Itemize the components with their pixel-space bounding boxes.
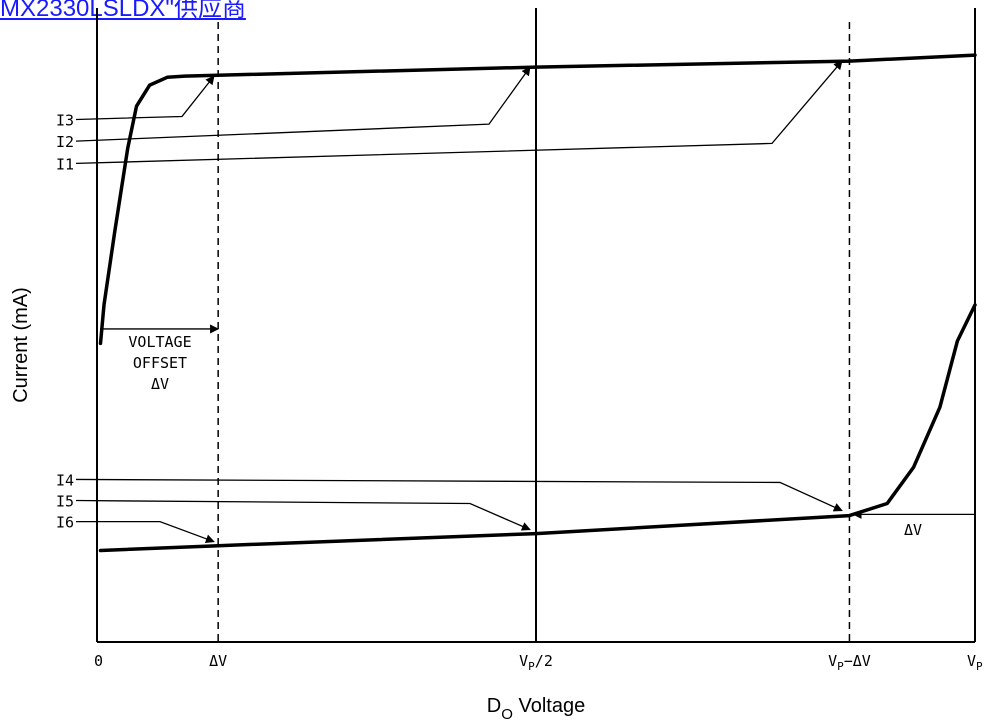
x-tick-label-1: ΔV <box>209 652 227 670</box>
annotation-label-2: I1 <box>56 155 74 173</box>
x-tick-label-4: VP <box>967 652 983 673</box>
leader-i6 <box>76 520 215 544</box>
annotation-label-1: I2 <box>56 133 74 151</box>
voltage-offset-label-1: OFFSET <box>133 354 187 372</box>
annotation-label-5: I6 <box>56 514 74 532</box>
x-tick-labels: 0 ΔV VP/2 VP−ΔV VP <box>94 652 983 673</box>
series-curve-1 <box>98 303 977 553</box>
reference-lines <box>217 8 976 642</box>
leader-i1 <box>75 60 843 165</box>
x-tick-label-0: 0 <box>94 652 103 670</box>
annotations: I3 I2 I1 I4 I5 I6 VOLTAGE OFFSET ΔV ΔV <box>56 60 975 544</box>
leader-i2 <box>75 66 531 142</box>
annotation-label-4: I5 <box>56 493 74 511</box>
voltage-offset-label-2: ΔV <box>151 375 169 393</box>
header-link[interactable]: MX2330LSLDX"供应商 <box>0 0 246 22</box>
leader-i4 <box>75 478 843 512</box>
curves <box>98 53 977 553</box>
y-axis-label: Current (mA) <box>10 287 32 403</box>
leader-i5 <box>75 499 531 531</box>
x-axis-label: DO Voltage <box>487 695 585 723</box>
x-tick-label-3: VP−ΔV <box>828 652 871 673</box>
series-curve-0 <box>98 53 977 346</box>
x-tick-label-2: VP/2 <box>519 652 553 673</box>
annotation-label-0: I3 <box>56 111 74 129</box>
annotation-label-3: I4 <box>56 471 74 489</box>
voltage-offset-label-0: VOLTAGE <box>128 333 191 351</box>
leader-i3 <box>75 75 215 121</box>
delta-v-label: ΔV <box>904 521 922 539</box>
